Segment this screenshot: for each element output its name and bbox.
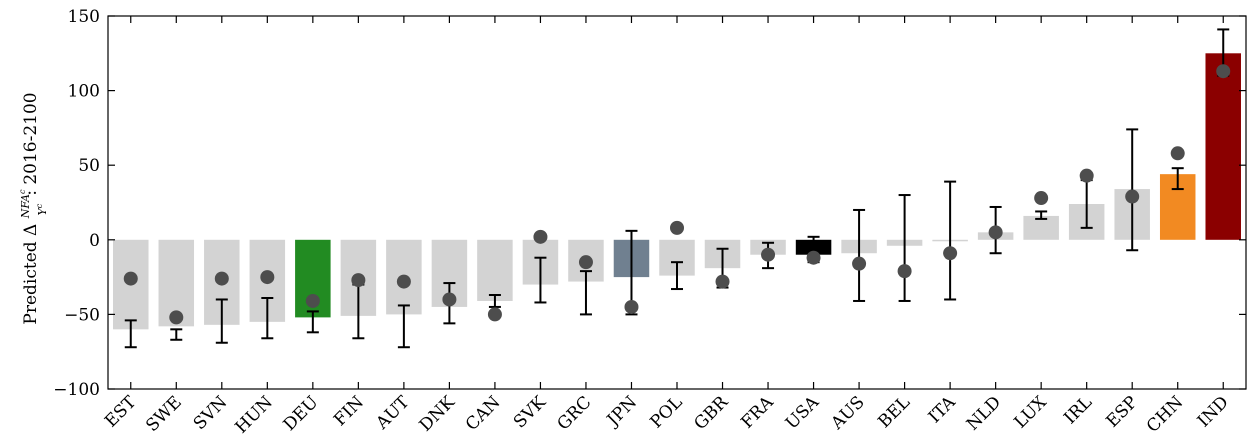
bar-CAN — [477, 239, 513, 301]
dot-HUN — [260, 270, 275, 285]
dot-DEU — [305, 293, 320, 308]
dot-FRA — [761, 247, 776, 262]
xtick-label-BEL: BEL — [874, 392, 914, 432]
xtick-label-CAN: CAN — [462, 392, 505, 435]
errorbar-POL — [671, 261, 683, 291]
bar-LUX — [1023, 215, 1059, 240]
errorbar-DEU — [306, 310, 319, 334]
errorbar-SWE — [170, 328, 183, 341]
y-axis: −100 −50 0 50 100 150 — [53, 7, 1246, 400]
ylabel-numerator: NFA — [19, 194, 32, 219]
xtick-label-FRA: FRA — [737, 392, 778, 433]
errorbar-HUN — [261, 296, 274, 340]
errorbar-GRC — [579, 270, 592, 316]
dot-ESP — [1125, 189, 1140, 204]
errorbar-EST — [124, 319, 137, 349]
xtick-label-POL: POL — [646, 392, 686, 432]
xtick-label-AUS: AUS — [827, 392, 869, 434]
errorbar-CAN — [488, 294, 501, 308]
dot-GRC — [578, 255, 593, 270]
ytick-label: 50 — [78, 156, 100, 176]
ytick-label: 0 — [89, 231, 100, 251]
errorbar-AUS — [853, 208, 866, 302]
x-axis: EST SWE SVN HUN DEU FIN AUT DNK CAN SVK GRC JPN POL G… — [101, 16, 1233, 438]
dot-DNK — [442, 292, 457, 307]
xtick-label-GBR: GBR — [690, 392, 732, 434]
errorbar-SVN — [215, 298, 228, 344]
dot-EST — [123, 271, 138, 286]
errorbars-layer — [124, 28, 1230, 349]
xtick-label-NLD: NLD — [963, 392, 1005, 434]
dot-USA — [806, 250, 821, 265]
ytick-label: −100 — [53, 380, 100, 400]
errorbar-LUX — [1035, 210, 1048, 220]
xtick-label-CHN: CHN — [1143, 392, 1187, 436]
dot-AUS — [852, 256, 867, 271]
y-axis-title: Predicted Δ NFAcYc: 2016-2100 — [18, 92, 49, 324]
dot-IRL — [1079, 168, 1094, 183]
xtick-label-SVN: SVN — [190, 392, 232, 434]
ytick-label: 150 — [68, 7, 100, 27]
xtick-label-AUT: AUT — [372, 392, 414, 434]
ylabel-suffix: : 2016-2100 — [21, 92, 41, 195]
dot-CHN — [1170, 146, 1185, 161]
dot-POL — [670, 220, 684, 235]
dot-SVN — [214, 271, 229, 286]
dot-LUX — [1034, 191, 1049, 206]
dot-AUT — [396, 274, 411, 289]
ylabel-denominator: Y — [36, 207, 49, 216]
errorbar-AUT — [397, 304, 410, 349]
ylabel-prefix: Predicted Δ — [21, 218, 41, 324]
xtick-label-IND: IND — [1194, 392, 1233, 431]
errorbar-CHN — [1171, 167, 1184, 191]
xtick-label-GRC: GRC — [554, 392, 596, 434]
dot-BEL — [897, 264, 912, 279]
xtick-label-SWE: SWE — [142, 392, 186, 436]
dot-SWE — [169, 310, 184, 325]
errorbar-SVK — [534, 256, 547, 304]
xtick-label-ITA: ITA — [925, 392, 960, 427]
dot-JPN — [624, 299, 639, 314]
dot-GBR — [715, 274, 730, 289]
xtick-label-USA: USA — [782, 392, 824, 434]
errorbar-ITA — [944, 180, 957, 301]
dot-NLD — [988, 225, 1003, 240]
xtick-label-DEU: DEU — [280, 392, 323, 435]
xtick-label-EST: EST — [101, 392, 141, 432]
ytick-label: 100 — [68, 82, 100, 102]
ytick-label: −50 — [64, 305, 100, 325]
xtick-label-FIN: FIN — [330, 392, 368, 430]
dot-FIN — [351, 273, 366, 288]
ylabel-denominator-sup: c — [35, 203, 44, 208]
xtick-label-LUX: LUX — [1011, 392, 1052, 433]
dot-IND — [1216, 64, 1231, 79]
dot-SVK — [533, 229, 548, 244]
dot-ITA — [943, 246, 958, 261]
xtick-label-IRL: IRL — [1060, 392, 1096, 428]
ylabel-numerator-sup: c — [18, 189, 27, 194]
dots-layer — [123, 64, 1231, 325]
plot-frame — [107, 15, 1247, 390]
xtick-label-DNK: DNK — [416, 392, 459, 435]
xtick-label-HUN: HUN — [232, 392, 277, 437]
dot-CAN — [487, 307, 502, 322]
bar-IND — [1205, 53, 1241, 240]
xtick-label-ESP: ESP — [1102, 392, 1141, 431]
xtick-label-SVK: SVK — [510, 392, 550, 432]
xtick-label-JPN: JPN — [602, 392, 641, 431]
errorbar-BEL — [898, 194, 911, 302]
